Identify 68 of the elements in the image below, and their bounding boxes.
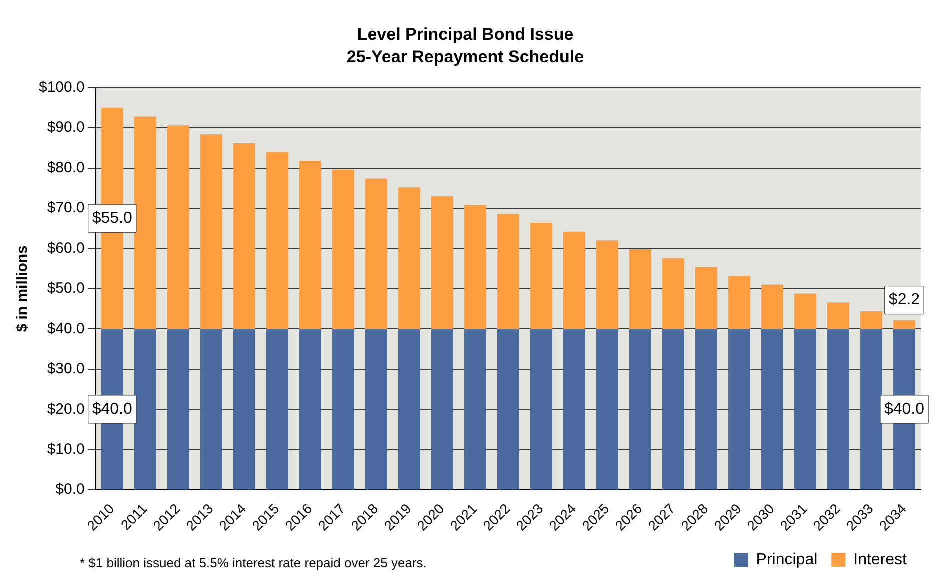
bar bbox=[497, 214, 520, 330]
bar bbox=[497, 329, 520, 490]
legend-label: Principal bbox=[756, 551, 818, 568]
y-tick-label: $20.0 bbox=[47, 400, 85, 418]
bar bbox=[233, 143, 256, 330]
bar bbox=[894, 320, 916, 330]
y-tick-label: $0.0 bbox=[56, 481, 85, 498]
y-tick-label: $90.0 bbox=[47, 119, 85, 136]
bar bbox=[695, 329, 718, 490]
chart-title: Level Principal Bond Issue bbox=[357, 24, 574, 44]
bar bbox=[299, 161, 322, 330]
bar bbox=[530, 222, 552, 330]
y-tick-label: $100.0 bbox=[38, 78, 85, 96]
bar bbox=[762, 329, 784, 490]
bar bbox=[794, 329, 816, 490]
bar bbox=[266, 329, 288, 490]
bar bbox=[662, 329, 684, 490]
bar bbox=[596, 240, 618, 330]
bar bbox=[365, 329, 388, 490]
bar bbox=[860, 329, 882, 490]
bar bbox=[398, 329, 420, 490]
bar bbox=[200, 329, 222, 490]
y-tick-label: $50.0 bbox=[47, 280, 85, 298]
bar bbox=[530, 329, 552, 490]
y-tick-label: $70.0 bbox=[47, 200, 85, 217]
data-label: $40.0 bbox=[92, 400, 132, 418]
bar bbox=[332, 329, 354, 490]
bar bbox=[828, 302, 850, 330]
bar bbox=[134, 329, 156, 490]
legend-label: Interest bbox=[854, 551, 908, 568]
bar bbox=[167, 329, 190, 490]
bar bbox=[629, 250, 652, 330]
bar bbox=[134, 116, 156, 330]
data-label: $55.0 bbox=[92, 210, 132, 227]
text: * $1 billion issued at 5.5% interest rate repaid over 25 years. bbox=[80, 556, 427, 571]
bar bbox=[728, 276, 750, 330]
bar bbox=[828, 329, 850, 490]
bar bbox=[563, 329, 586, 490]
bar bbox=[596, 329, 618, 490]
bar bbox=[365, 178, 388, 330]
bar bbox=[728, 329, 750, 490]
bar bbox=[464, 329, 486, 490]
bar bbox=[464, 205, 486, 330]
bar bbox=[332, 170, 354, 330]
bar bbox=[431, 196, 454, 330]
bar bbox=[167, 126, 190, 330]
y-axis-title: $ in millions bbox=[14, 246, 32, 332]
data-label: $40.0 bbox=[884, 400, 925, 418]
y-tick-label: $80.0 bbox=[47, 159, 85, 176]
chart-subtitle: 25-Year Repayment Schedule bbox=[346, 47, 584, 66]
bar bbox=[695, 267, 718, 330]
bar bbox=[629, 329, 652, 490]
bar bbox=[233, 329, 256, 490]
bar bbox=[662, 258, 684, 330]
bar bbox=[398, 188, 420, 330]
bar bbox=[860, 311, 882, 330]
bar bbox=[563, 232, 586, 330]
bar bbox=[200, 134, 222, 330]
bar bbox=[762, 284, 784, 330]
bar bbox=[794, 294, 816, 330]
y-tick-label: $40.0 bbox=[47, 320, 85, 338]
bar bbox=[266, 152, 288, 330]
y-tick-label: $60.0 bbox=[47, 240, 85, 257]
y-tick-label: $10.0 bbox=[47, 441, 85, 458]
bar bbox=[431, 329, 454, 490]
data-label: $2.2 bbox=[888, 292, 920, 309]
bar bbox=[299, 329, 322, 490]
y-tick-label: $30.0 bbox=[47, 360, 85, 378]
